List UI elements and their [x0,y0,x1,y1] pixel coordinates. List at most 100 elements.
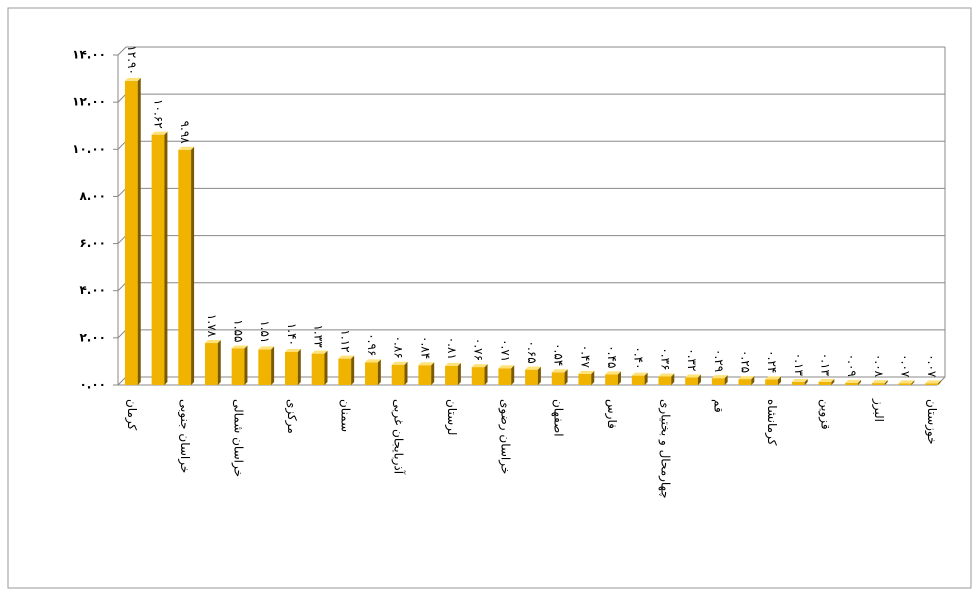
x-tick-label: آذربایجان غربی [391,399,407,475]
bar-top [765,376,781,380]
value-label: ۰.۲۹ [712,349,726,372]
value-label: ۱۲.۹۰ [125,45,139,75]
bar-top [338,355,355,359]
value-label: ۰.۰۷ [925,354,939,378]
value-label: ۰.۱۳ [818,353,832,377]
value-label: ۱.۵۱ [258,320,272,343]
bar [338,358,352,385]
bar-top [204,340,221,344]
value-label: ۱.۴۰ [285,323,299,346]
x-tick-label: خوزستان [924,399,939,445]
bar-top [898,380,915,384]
bar-top [365,359,381,363]
value-label: ۰.۴۰ [632,346,646,369]
value-label: ۰.۹۶ [365,333,379,356]
bar-side [884,380,888,385]
bar-top [311,350,328,354]
bar [391,364,405,385]
bar-side [938,380,942,385]
y-tick-label: ۸.۰۰ [79,189,106,203]
bar-top [151,131,168,135]
bar-side [244,345,248,385]
bar [925,383,939,385]
value-label: ۰.۰۹ [845,354,859,377]
bar [231,348,245,385]
bar-top [258,346,275,350]
bar-top [711,375,728,379]
bar-top [685,374,701,378]
bar [898,383,912,385]
bar-side [644,372,648,385]
bar-side [751,376,755,385]
bar-top [525,366,541,370]
grid-line [117,282,945,292]
value-label: ۱.۷۸ [205,314,219,338]
bar-side [777,376,781,385]
value-label: ۱.۳۳ [312,324,326,348]
grid-line [117,93,945,103]
bar-side [858,379,862,385]
bar [124,80,138,385]
x-tick-label: مرکزی [284,399,299,434]
bar [711,378,725,385]
bar [551,372,565,385]
bar-side [591,370,595,385]
bar-top [285,349,301,352]
bar [578,373,592,385]
bar-top [124,77,141,81]
bar [151,134,165,385]
bar-side [564,369,568,385]
bar [418,365,432,385]
y-tick-label: ۴.۰۰ [79,283,106,297]
bar [791,381,805,385]
grid-line [117,46,945,56]
bar-top [551,369,568,373]
bar [631,375,645,385]
bar [525,369,538,385]
bar [685,377,698,385]
bar-side [457,362,461,385]
value-label: ۰.۷۶ [472,338,486,361]
x-tick-label: فارس [604,399,619,429]
bar-side [911,380,915,385]
bar-top [631,372,648,376]
value-label: ۰.۸۴ [418,336,432,359]
bar-top [231,345,248,349]
x-tick-label: اصفهان [552,399,566,437]
bar-top [845,379,862,383]
bar-side [724,375,728,385]
bar [498,368,512,385]
bar [311,353,325,385]
x-tick-label: لرستان [444,399,459,435]
value-label: ۰.۷۱ [498,339,512,362]
bar-side [324,350,328,385]
bar-side [671,373,675,385]
value-label: ۰.۱۳ [792,353,806,377]
grid-line [117,187,945,197]
value-label: ۰.۴۵ [605,345,619,368]
value-label: ۱.۵۵ [232,319,246,342]
bar [658,376,672,385]
bar-top [445,362,461,366]
y-tick-label: ۱۰.۰۰ [72,142,106,156]
x-tick-label: خراسان جنوبی [177,399,192,473]
bar-side [804,378,808,385]
bar [871,383,885,385]
bar-side [297,349,301,385]
chart-frame [7,7,972,589]
bar [845,382,859,385]
bar [178,149,192,385]
bar-side [137,77,141,385]
bar-side [164,131,168,385]
bar-top [818,378,835,382]
value-label: ۰.۸۶ [392,336,406,359]
bar [285,352,298,385]
bar [818,381,832,385]
bar-side [377,359,381,385]
bar-top [498,365,515,369]
bar-side [217,340,221,385]
bar-side [831,378,835,385]
bar [258,349,272,385]
bar-side [191,146,195,385]
x-tick-label: قزوین [817,399,832,430]
